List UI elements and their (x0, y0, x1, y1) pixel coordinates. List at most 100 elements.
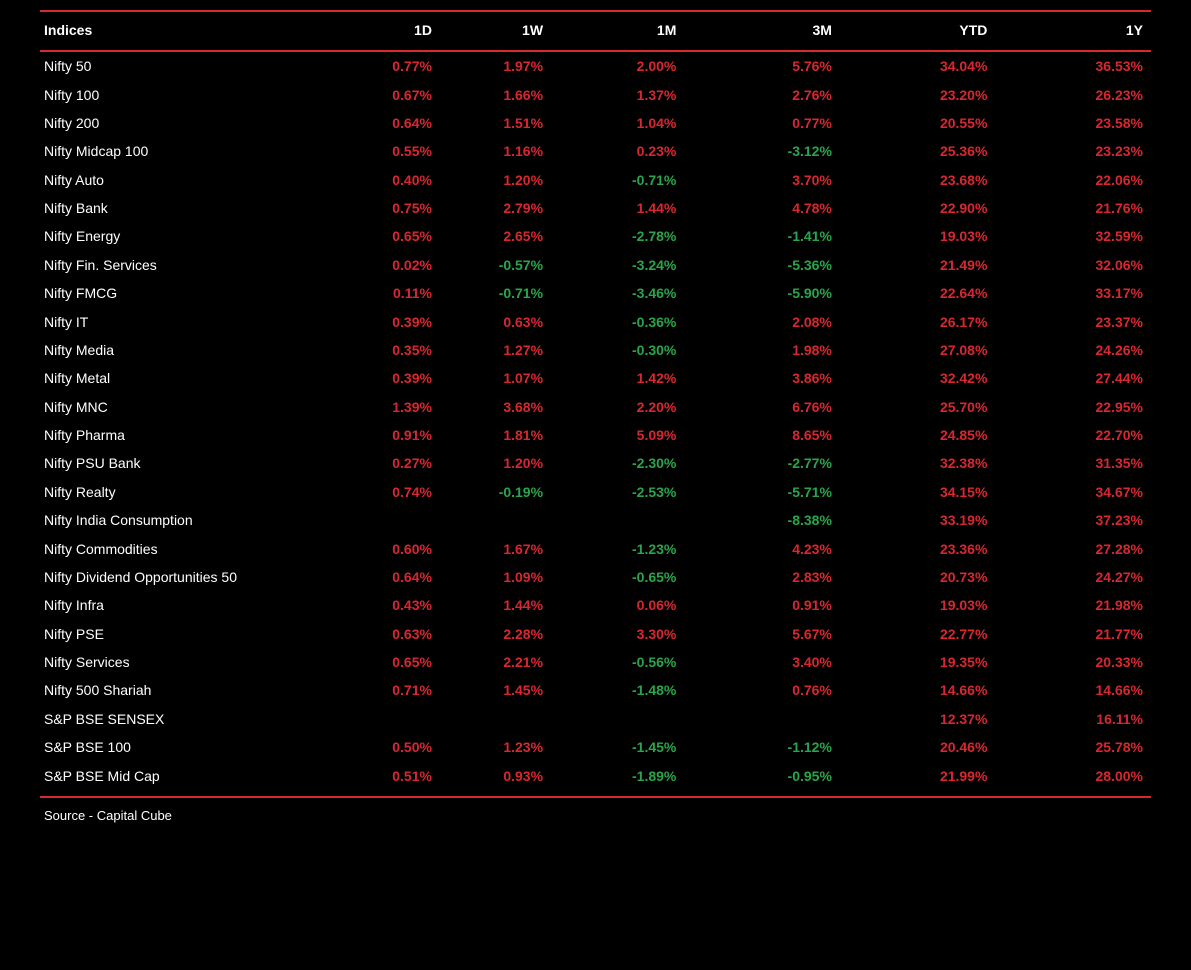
perf-cell: 2.76% (684, 80, 840, 108)
row-label: S&P BSE 100 (40, 733, 329, 761)
perf-cell: 2.08% (684, 307, 840, 335)
perf-cell: -2.77% (684, 449, 840, 477)
perf-cell: 1.97% (440, 51, 551, 80)
table-row: Nifty MNC1.39%3.68%2.20%6.76%25.70%22.95… (40, 393, 1151, 421)
perf-cell: 21.76% (995, 194, 1151, 222)
perf-cell: 1.81% (440, 421, 551, 449)
perf-cell: 22.06% (995, 166, 1151, 194)
row-label: Nifty Dividend Opportunities 50 (40, 563, 329, 591)
perf-cell: 23.68% (840, 166, 996, 194)
table-row: Nifty Services0.65%2.21%-0.56%3.40%19.35… (40, 648, 1151, 676)
col-header-period: 3M (684, 11, 840, 51)
col-header-period: 1D (329, 11, 440, 51)
perf-cell: -1.41% (684, 222, 840, 250)
perf-cell: 8.65% (684, 421, 840, 449)
row-label: Nifty FMCG (40, 279, 329, 307)
perf-cell: 1.44% (440, 591, 551, 619)
perf-cell: -8.38% (684, 506, 840, 534)
perf-cell: 32.38% (840, 449, 996, 477)
table-row: Nifty Dividend Opportunities 500.64%1.09… (40, 563, 1151, 591)
table-row: Nifty Commodities0.60%1.67%-1.23%4.23%23… (40, 534, 1151, 562)
perf-cell: 19.03% (840, 591, 996, 619)
perf-cell: 24.27% (995, 563, 1151, 591)
table-row: Nifty Media0.35%1.27%-0.30%1.98%27.08%24… (40, 336, 1151, 364)
perf-cell: 2.20% (551, 393, 684, 421)
perf-cell: 2.00% (551, 51, 684, 80)
perf-cell: 0.75% (329, 194, 440, 222)
perf-cell: -5.36% (684, 251, 840, 279)
perf-cell: 23.23% (995, 137, 1151, 165)
table-row: Nifty Fin. Services0.02%-0.57%-3.24%-5.3… (40, 251, 1151, 279)
perf-cell: 19.03% (840, 222, 996, 250)
perf-cell: 3.30% (551, 620, 684, 648)
perf-cell: 0.71% (329, 676, 440, 704)
perf-cell: 0.40% (329, 166, 440, 194)
perf-cell: 0.64% (329, 563, 440, 591)
perf-cell: -3.24% (551, 251, 684, 279)
perf-cell: 37.23% (995, 506, 1151, 534)
row-label: Nifty India Consumption (40, 506, 329, 534)
perf-cell: 0.23% (551, 137, 684, 165)
perf-cell: -0.36% (551, 307, 684, 335)
table-row: Nifty Midcap 1000.55%1.16%0.23%-3.12%25.… (40, 137, 1151, 165)
perf-cell: 1.44% (551, 194, 684, 222)
perf-cell: 0.39% (329, 364, 440, 392)
perf-cell: 26.23% (995, 80, 1151, 108)
perf-cell: 4.78% (684, 194, 840, 222)
perf-cell: -1.23% (551, 534, 684, 562)
perf-cell: 0.43% (329, 591, 440, 619)
row-label: Nifty Pharma (40, 421, 329, 449)
perf-cell: 21.49% (840, 251, 996, 279)
perf-cell: 0.91% (684, 591, 840, 619)
table-row: Nifty 1000.67%1.66%1.37%2.76%23.20%26.23… (40, 80, 1151, 108)
perf-cell: 1.07% (440, 364, 551, 392)
table-row: Nifty Bank0.75%2.79%1.44%4.78%22.90%21.7… (40, 194, 1151, 222)
perf-cell: 0.63% (329, 620, 440, 648)
source-attribution: Source - Capital Cube (40, 798, 1151, 823)
perf-cell: 22.77% (840, 620, 996, 648)
table-header-row: Indices1D1W1M3MYTD1Y (40, 11, 1151, 51)
row-label: S&P BSE Mid Cap (40, 761, 329, 796)
table-row: Nifty 500 Shariah0.71%1.45%-1.48%0.76%14… (40, 676, 1151, 704)
perf-cell: 0.11% (329, 279, 440, 307)
perf-cell: 6.76% (684, 393, 840, 421)
table-row: S&P BSE SENSEX--------12.37%16.11% (40, 705, 1151, 733)
perf-cell: 1.20% (440, 449, 551, 477)
perf-cell: 1.39% (329, 393, 440, 421)
table-row: Nifty Realty0.74%-0.19%-2.53%-5.71%34.15… (40, 478, 1151, 506)
perf-cell: 31.35% (995, 449, 1151, 477)
row-label: Nifty Auto (40, 166, 329, 194)
col-header-period: 1Y (995, 11, 1151, 51)
perf-cell: 14.66% (840, 676, 996, 704)
perf-cell: 25.36% (840, 137, 996, 165)
row-label: Nifty PSE (40, 620, 329, 648)
row-label: Nifty Fin. Services (40, 251, 329, 279)
perf-cell: 23.37% (995, 307, 1151, 335)
row-label: Nifty Energy (40, 222, 329, 250)
perf-cell: -0.19% (440, 478, 551, 506)
perf-cell: 22.70% (995, 421, 1151, 449)
perf-cell: -0.65% (551, 563, 684, 591)
perf-cell: 2.83% (684, 563, 840, 591)
perf-cell: 0.77% (329, 51, 440, 80)
perf-cell: 1.37% (551, 80, 684, 108)
perf-cell: 0.06% (551, 591, 684, 619)
perf-cell: 24.26% (995, 336, 1151, 364)
perf-cell: 25.70% (840, 393, 996, 421)
perf-cell: 25.78% (995, 733, 1151, 761)
perf-cell: 3.70% (684, 166, 840, 194)
perf-cell: 2.21% (440, 648, 551, 676)
table-row: Nifty India Consumption-------8.38%33.19… (40, 506, 1151, 534)
perf-cell: 0.51% (329, 761, 440, 796)
perf-cell: -3.46% (551, 279, 684, 307)
perf-cell: 0.65% (329, 648, 440, 676)
perf-cell: 3.40% (684, 648, 840, 676)
perf-cell: 21.98% (995, 591, 1151, 619)
perf-cell: 0.64% (329, 109, 440, 137)
perf-cell: 23.20% (840, 80, 996, 108)
perf-cell: 32.42% (840, 364, 996, 392)
perf-cell: 2.79% (440, 194, 551, 222)
perf-cell: 3.68% (440, 393, 551, 421)
perf-cell: 0.67% (329, 80, 440, 108)
perf-cell: 33.19% (840, 506, 996, 534)
